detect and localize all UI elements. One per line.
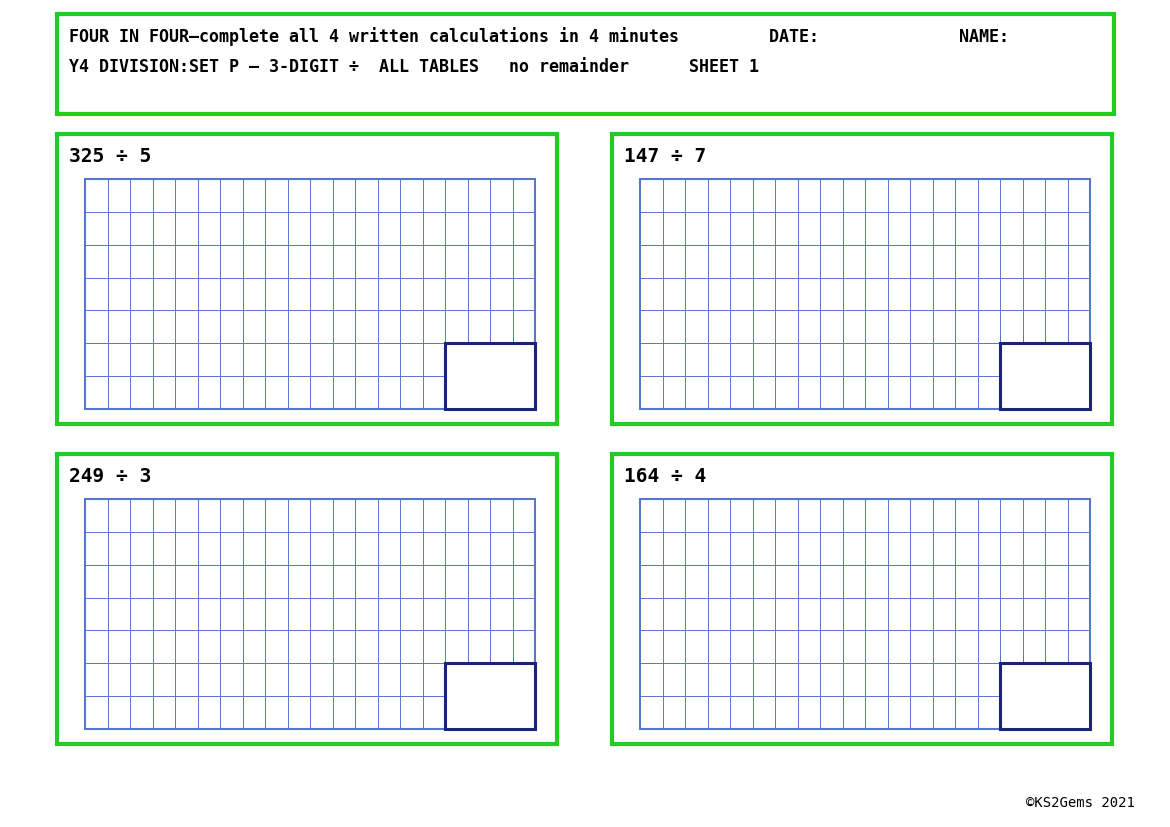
Text: FOUR IN FOUR—complete all 4 written calculations in 4 minutes         DATE:     : FOUR IN FOUR—complete all 4 written calc… bbox=[69, 27, 1009, 46]
Text: 147 ÷ 7: 147 ÷ 7 bbox=[624, 147, 707, 166]
Bar bbox=[1000, 344, 1090, 409]
Bar bbox=[640, 179, 1090, 409]
Bar bbox=[612, 455, 1112, 744]
Text: 164 ÷ 4: 164 ÷ 4 bbox=[624, 467, 707, 486]
Bar bbox=[85, 500, 535, 729]
Bar bbox=[445, 663, 535, 729]
Text: Y4 DIVISION:SET P — 3-DIGIT ÷  ALL TABLES   no remainder      SHEET 1: Y4 DIVISION:SET P — 3-DIGIT ÷ ALL TABLES… bbox=[69, 58, 759, 76]
Bar bbox=[640, 500, 1090, 729]
Bar bbox=[57, 455, 557, 744]
Text: 325 ÷ 5: 325 ÷ 5 bbox=[69, 147, 151, 166]
Bar bbox=[445, 344, 535, 409]
Bar bbox=[640, 500, 1090, 729]
Bar bbox=[57, 135, 557, 424]
Bar bbox=[1000, 663, 1090, 729]
Bar bbox=[85, 179, 535, 409]
Bar bbox=[85, 500, 535, 729]
Bar bbox=[640, 179, 1090, 409]
Bar bbox=[85, 179, 535, 409]
Bar bbox=[57, 15, 1114, 115]
Text: 249 ÷ 3: 249 ÷ 3 bbox=[69, 467, 151, 486]
Bar bbox=[612, 135, 1112, 424]
Text: ©KS2Gems 2021: ©KS2Gems 2021 bbox=[1026, 795, 1135, 809]
